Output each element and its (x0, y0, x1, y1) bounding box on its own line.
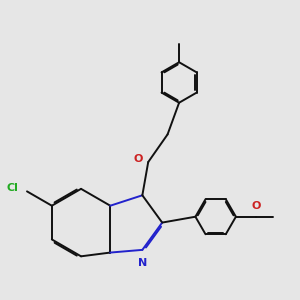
Text: O: O (251, 201, 261, 211)
Text: N: N (138, 258, 147, 268)
Text: Cl: Cl (6, 183, 18, 194)
Text: O: O (133, 154, 142, 164)
